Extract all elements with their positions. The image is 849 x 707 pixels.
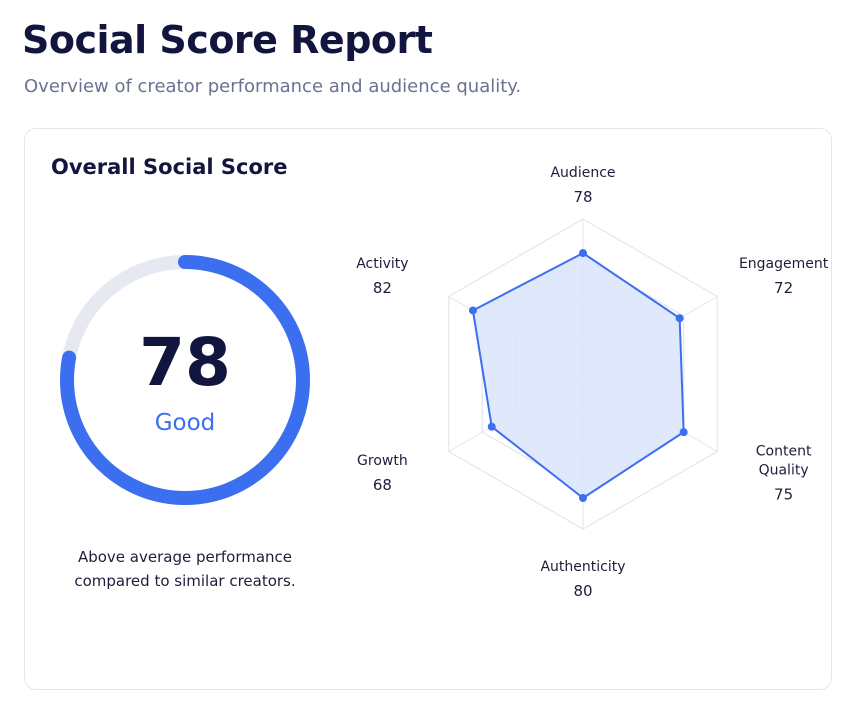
radar-axis-label-engagement: Engagement (739, 256, 829, 272)
radar-axis-value-audience: 78 (573, 188, 592, 206)
score-description: Above average performance compared to si… (74, 548, 296, 590)
radar-axis-label-growth: Growth (357, 453, 408, 469)
radar-axis-value-growth: 68 (373, 476, 392, 494)
score-ring (60, 255, 310, 505)
radar-point-audience (579, 249, 587, 258)
radar-point-growth (487, 422, 496, 431)
social-score-card: Overall Social Score 78 Good Above avera… (24, 128, 832, 690)
radar-series-area (471, 252, 685, 499)
radar-axis-label-content-quality: Content Quality (756, 444, 812, 479)
radar-point-engagement (675, 314, 684, 323)
score-rating: Good (154, 410, 216, 436)
radar-axis-label-activity: Activity (356, 256, 408, 272)
card-title: Overall Social Score (51, 155, 288, 179)
radar-point-activity (468, 306, 477, 315)
radar-axis-label-audience: Audience (550, 165, 615, 181)
page-subtitle: Overview of creator performance and audi… (24, 76, 522, 97)
radar-axis-value-engagement: 72 (774, 279, 793, 297)
score-gauge: 78 Good (55, 250, 315, 510)
radar-point-authenticity (579, 494, 587, 502)
radar-axis-value-content-quality: 75 (774, 486, 793, 504)
radar-axis-label-authenticity: Authenticity (540, 559, 625, 575)
radar-point-content-quality (679, 428, 688, 437)
score-ring-progress (60, 255, 310, 505)
score-value: 78 (139, 324, 231, 401)
radar-chart: Audience 78 Engagement 72 Content Quality 75 Au… (356, 165, 829, 600)
page-title: Social Score Report (22, 18, 433, 62)
radar-axis-value-authenticity: 80 (573, 582, 592, 600)
radar-axis-value-activity: 82 (373, 279, 392, 297)
